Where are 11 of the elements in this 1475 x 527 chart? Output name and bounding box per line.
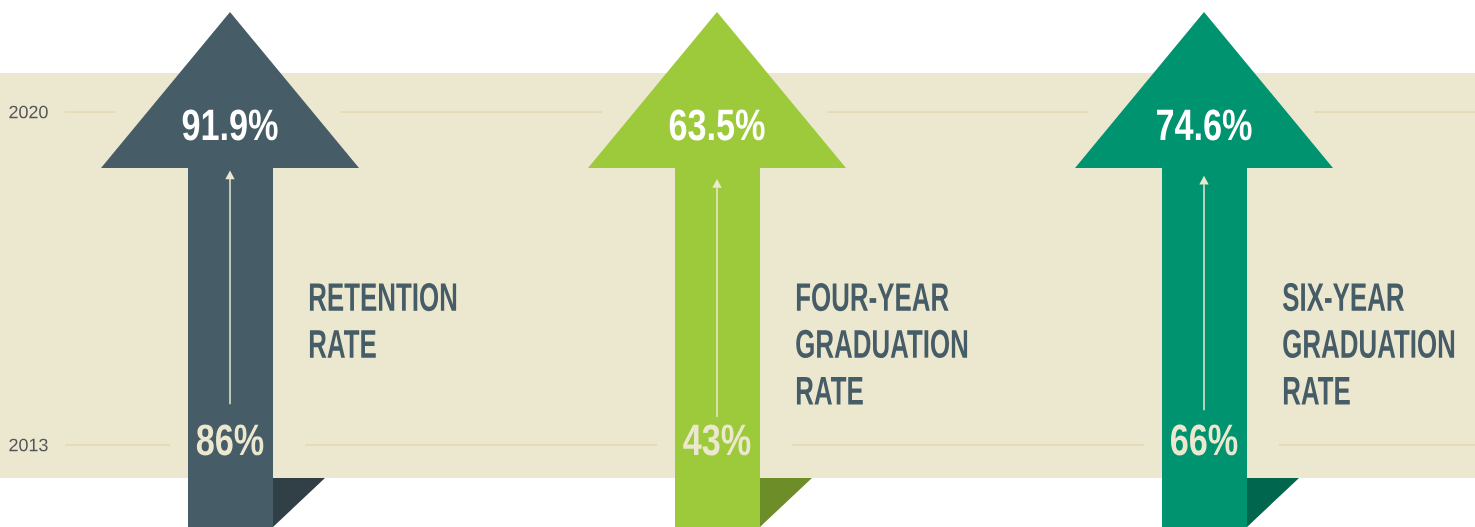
data-label: 43% <box>683 424 751 456</box>
text: 2013 <box>9 438 48 452</box>
category-label: RETENTION RATE <box>309 282 457 358</box>
text: 2020 <box>9 105 48 119</box>
data-label: 74.6% <box>1157 109 1252 141</box>
data-label: 86% <box>196 424 264 456</box>
category-label: FOUR-YEAR GRADUATION RATE <box>796 282 968 405</box>
category-label: SIX-YEAR GRADUATION RATE <box>1282 282 1455 405</box>
data-label: 63.5% <box>669 109 765 141</box>
data-label: 91.9% <box>182 109 278 141</box>
data-label: 66% <box>1171 424 1238 456</box>
